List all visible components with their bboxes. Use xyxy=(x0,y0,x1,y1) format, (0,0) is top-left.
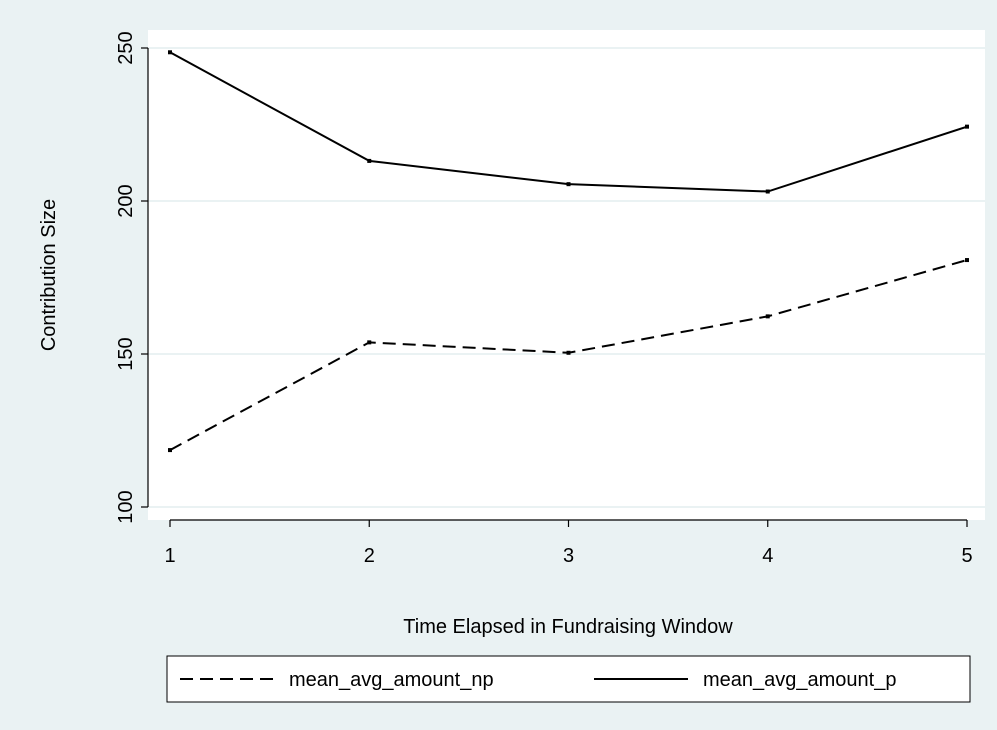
x-tick-label-4: 4 xyxy=(762,545,773,567)
legend-label-mean_avg_amount_np: mean_avg_amount_np xyxy=(289,669,494,691)
data-point-mean_avg_amount_np-1 xyxy=(168,448,172,453)
x-tick-label-2: 2 xyxy=(364,545,375,567)
y-tick-label-200: 200 xyxy=(115,184,137,217)
x-tick-label-3: 3 xyxy=(563,545,574,567)
data-point-mean_avg_amount_np-5 xyxy=(965,258,969,263)
y-tick-label-150: 150 xyxy=(115,337,137,370)
y-tick-label-250: 250 xyxy=(115,31,137,64)
data-point-mean_avg_amount_p-5 xyxy=(965,124,969,129)
tick-labels: 100 150 200 250 1 2 3 4 5 xyxy=(115,31,973,567)
x-tick-label-5: 5 xyxy=(961,545,972,567)
data-point-mean_avg_amount_p-2 xyxy=(367,158,372,163)
data-point-mean_avg_amount_np-2 xyxy=(367,340,372,345)
x-tick-label-1: 1 xyxy=(164,545,175,567)
data-point-mean_avg_amount_p-3 xyxy=(566,182,571,187)
data-point-mean_avg_amount_np-4 xyxy=(765,314,770,319)
legend: mean_avg_amount_np mean_avg_amount_p xyxy=(166,655,971,703)
plot-region xyxy=(148,30,985,520)
y-axis-title: Contribution Size xyxy=(38,199,60,351)
legend-label-mean_avg_amount_p: mean_avg_amount_p xyxy=(703,669,896,691)
series-lines xyxy=(168,50,969,453)
legend-box xyxy=(166,655,971,703)
x-axis-title: Time Elapsed in Fundraising Window xyxy=(403,616,733,638)
data-point-mean_avg_amount_np-3 xyxy=(566,350,571,355)
data-point-mean_avg_amount_p-1 xyxy=(168,50,172,55)
data-point-mean_avg_amount_p-4 xyxy=(765,189,770,194)
y-tick-label-100: 100 xyxy=(115,490,137,523)
axes xyxy=(141,47,968,527)
